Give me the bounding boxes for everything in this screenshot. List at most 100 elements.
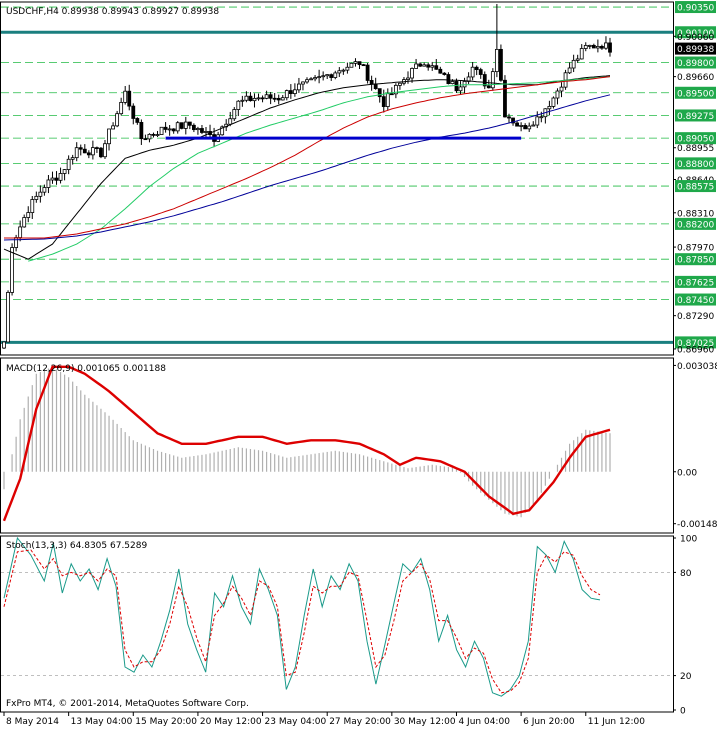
candle-body — [329, 74, 334, 78]
candle-body — [579, 48, 584, 60]
candle-body — [30, 199, 35, 213]
price-label: 0.87625 — [677, 278, 714, 288]
stoch-signal-line — [3, 549, 601, 694]
current-price-box — [675, 42, 716, 55]
candle-body — [317, 76, 322, 79]
price-label: 0.90060 — [677, 33, 714, 43]
stoch-main-line — [3, 536, 601, 697]
price-label: 0.90100 — [677, 29, 714, 39]
candle-body — [446, 74, 451, 85]
macd-axis-label: 0.00 — [677, 468, 697, 478]
candle-body — [95, 147, 99, 150]
candle-body — [547, 106, 552, 110]
macd-axis-label: -0.001484 — [677, 520, 717, 530]
candle-body — [232, 109, 237, 120]
candle-body — [438, 68, 443, 74]
candle-body — [264, 94, 269, 99]
candle-body — [147, 133, 152, 140]
candle-body — [357, 61, 362, 66]
price-label-box — [675, 26, 716, 39]
candle-body — [191, 124, 196, 131]
price-label-box — [675, 275, 716, 288]
candle-body — [373, 83, 378, 90]
candle-body — [163, 126, 168, 130]
candle-body — [539, 116, 544, 119]
candle-body — [349, 62, 354, 68]
price-label: 0.87025 — [677, 339, 714, 349]
candle-body — [591, 44, 596, 49]
candle-body — [462, 81, 467, 88]
time-label: 6 Jun 20:00 — [523, 717, 575, 727]
candle-body — [369, 80, 374, 85]
price-label: 0.89660 — [677, 73, 714, 83]
moving-average-2 — [4, 76, 611, 239]
price-label-box — [675, 253, 716, 266]
candle-body — [531, 124, 536, 127]
candle-body — [22, 217, 27, 228]
price-label-box — [675, 157, 716, 170]
time-label: 30 May 12:00 — [394, 717, 456, 727]
time-label: 4 Jun 04:00 — [458, 717, 510, 727]
candle-body — [284, 90, 289, 99]
candle-body — [248, 95, 253, 102]
candle-body — [78, 147, 83, 150]
candle-body — [389, 93, 394, 96]
candle-body — [600, 45, 604, 49]
candle-body — [515, 122, 519, 127]
candle-body — [292, 89, 297, 94]
candle-body — [418, 63, 423, 67]
price-label-box — [675, 109, 716, 122]
stoch-pane: 100 80 20 0 — [0, 535, 697, 717]
price-label: 0.88800 — [677, 160, 714, 170]
candle-body — [58, 173, 63, 181]
candle-body — [454, 81, 459, 92]
candle-body — [280, 97, 285, 101]
price-label: 0.89500 — [677, 89, 714, 99]
candle-body — [511, 117, 515, 124]
candle-body — [410, 68, 414, 79]
candle-body — [567, 67, 572, 74]
candle-body — [442, 72, 447, 75]
price-pane-frame — [0, 1, 674, 356]
price-label-box — [675, 293, 716, 306]
candle-body — [99, 147, 103, 158]
macd-title: MACD(12,26,9) 0.001065 0.001188 — [6, 364, 166, 374]
candle-body — [111, 125, 115, 130]
candle-body — [187, 121, 192, 126]
candle-body — [430, 65, 435, 68]
candle-body — [119, 102, 124, 115]
candle-body — [155, 134, 160, 136]
candle-body — [268, 94, 273, 99]
time-label: 27 May 20:00 — [329, 717, 391, 727]
candle-body — [478, 69, 483, 75]
candle-body — [143, 138, 148, 141]
price-label: 0.88575 — [677, 183, 714, 193]
candle-body — [6, 292, 10, 343]
price-label: 0.89800 — [677, 59, 714, 69]
price-label-box — [675, 336, 716, 349]
time-axis: 8 May 2014 13 May 04:00 15 May 20:00 20 May… — [3, 712, 645, 727]
candle-body — [127, 90, 132, 107]
moving-average-3 — [3, 94, 611, 241]
candle-body — [252, 97, 257, 102]
candle-body — [604, 42, 608, 49]
candle-body — [393, 84, 398, 95]
stoch-axis-label: 0 — [680, 707, 686, 717]
candle-body — [398, 82, 402, 86]
candle-body — [470, 66, 475, 78]
candle-body — [474, 66, 479, 70]
candle-body — [260, 97, 265, 100]
time-label: 15 May 20:00 — [135, 717, 197, 727]
candle-body — [18, 226, 23, 238]
price-label-box — [675, 180, 716, 193]
candle-body — [406, 77, 410, 81]
candle-body — [434, 65, 439, 70]
price-label-box — [675, 56, 716, 69]
candle-body — [86, 152, 91, 156]
candle-body — [115, 113, 120, 127]
candle-body — [26, 212, 31, 218]
stoch-axis-label: 20 — [680, 672, 692, 682]
candle-body — [608, 42, 612, 53]
candle-body — [66, 158, 71, 170]
candle-body — [422, 64, 427, 67]
